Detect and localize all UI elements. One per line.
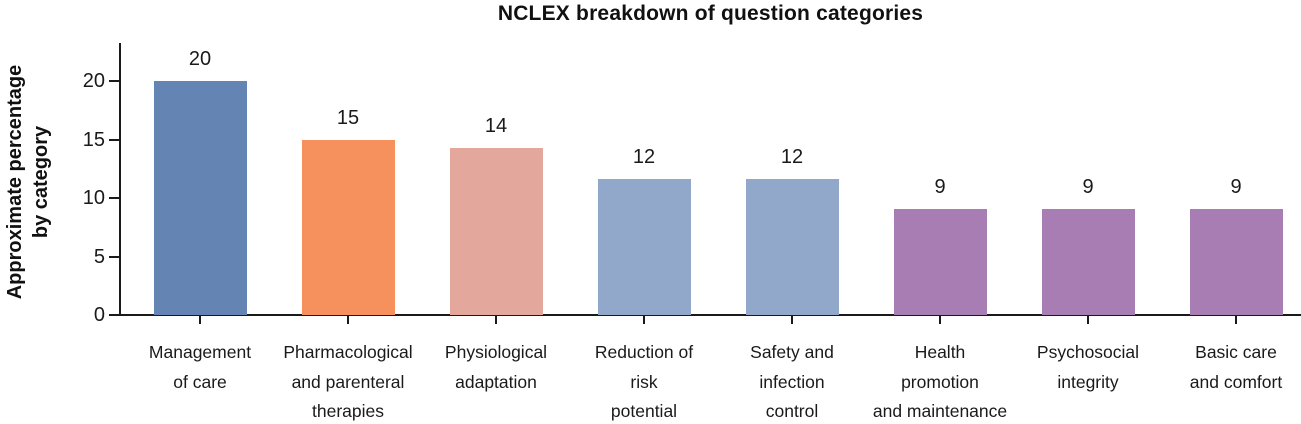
bar — [1189, 208, 1283, 315]
bar-value-label: 15 — [336, 106, 360, 129]
y-axis-line — [119, 43, 121, 316]
x-tick — [495, 316, 497, 324]
chart-title: NCLEX breakdown of question categories — [497, 2, 924, 25]
category-label: Management of care — [148, 342, 252, 392]
bar-value-label: 12 — [632, 146, 656, 169]
bar-value-label: 14 — [484, 114, 508, 137]
x-axis-line — [119, 314, 1301, 316]
y-axis-label: Approximate percentage by category — [2, 17, 54, 347]
bar — [597, 179, 691, 315]
y-axis-label-line-2: by category — [30, 125, 52, 239]
x-tick — [643, 316, 645, 324]
y-tick — [109, 197, 120, 199]
bar-value-label: 9 — [1230, 175, 1242, 198]
y-tick-label: 10 — [82, 187, 105, 209]
category-label: Physiological adaptation — [444, 342, 548, 392]
bar — [301, 139, 395, 315]
bar-value-label: 9 — [1082, 175, 1094, 198]
category-label: Reduction of risk potential — [594, 342, 694, 421]
bar — [1041, 208, 1135, 315]
bar-value-label: 20 — [188, 48, 212, 70]
category-label: Basic care and comfort — [1189, 342, 1283, 392]
bar-value-label: 12 — [780, 146, 804, 169]
x-tick — [1235, 316, 1237, 324]
y-tick — [109, 138, 120, 141]
category-label: Psychosocial integrity — [1036, 342, 1140, 392]
y-tick-label: 20 — [82, 70, 105, 92]
category-label: Safety and infection control — [750, 342, 834, 421]
y-axis-label-line-1: Approximate percentage — [4, 64, 26, 300]
x-tick — [347, 316, 349, 324]
bar — [893, 208, 987, 315]
x-tick — [1087, 316, 1089, 324]
y-tick — [109, 314, 120, 316]
y-tick-label: 15 — [82, 128, 105, 151]
y-tick-label: 5 — [93, 245, 105, 268]
category-label: Health promotion and maintenance — [872, 342, 1008, 421]
category-label: Pharmacological and parenteral therapies — [283, 342, 413, 421]
x-tick — [791, 316, 793, 324]
y-tick-label: 0 — [93, 304, 105, 326]
y-tick — [109, 80, 120, 82]
bar — [745, 179, 839, 315]
bar — [449, 147, 543, 315]
bar — [153, 81, 247, 315]
y-tick — [109, 255, 120, 258]
x-tick — [939, 316, 941, 324]
x-tick — [199, 316, 201, 324]
bar-value-label: 9 — [934, 175, 946, 198]
